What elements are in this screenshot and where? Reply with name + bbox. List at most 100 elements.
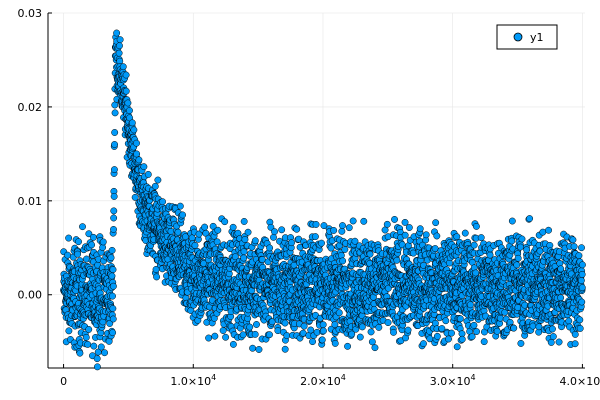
data-point xyxy=(111,141,119,148)
data-point xyxy=(110,214,118,222)
data-point xyxy=(318,336,326,344)
data-point xyxy=(576,316,584,324)
data-point xyxy=(159,198,167,206)
data-point xyxy=(239,331,247,339)
y-axis-ticks: 0.00 0.01 0.02 0.03 xyxy=(18,7,52,302)
data-point xyxy=(339,222,346,230)
data-point xyxy=(65,234,73,242)
data-point xyxy=(393,256,401,264)
data-point xyxy=(110,192,118,200)
data-point xyxy=(390,328,397,336)
data-point xyxy=(575,252,583,260)
data-point xyxy=(240,254,248,262)
data-point xyxy=(517,339,525,347)
data-point xyxy=(281,345,289,353)
data-point xyxy=(270,233,277,241)
data-point xyxy=(330,226,338,234)
y-tick-label-2: 0.02 xyxy=(18,101,43,114)
data-point xyxy=(293,225,301,233)
data-point xyxy=(99,238,107,246)
x-tick-label-0: 0 xyxy=(60,375,67,388)
data-point xyxy=(401,231,409,239)
data-point xyxy=(448,329,455,337)
data-point xyxy=(124,99,132,107)
data-point xyxy=(432,219,440,227)
data-point xyxy=(84,340,92,348)
data-point xyxy=(416,225,424,233)
data-point xyxy=(312,221,320,228)
data-point xyxy=(571,340,579,348)
data-point xyxy=(366,250,374,258)
data-point xyxy=(547,338,555,346)
data-point xyxy=(375,323,383,331)
data-point xyxy=(249,344,257,352)
data-point xyxy=(79,223,86,231)
data-point xyxy=(300,322,308,330)
data-point xyxy=(281,319,289,327)
data-point xyxy=(309,338,316,346)
data-point xyxy=(221,218,229,226)
data-point xyxy=(108,246,116,254)
y-tick-label-0: 0.00 xyxy=(18,289,43,302)
data-point xyxy=(246,323,254,331)
data-point xyxy=(514,254,522,262)
data-point xyxy=(360,217,368,225)
data-point xyxy=(65,327,73,335)
data-point xyxy=(85,230,93,238)
data-point xyxy=(82,333,90,341)
data-point xyxy=(384,319,392,327)
data-point xyxy=(85,326,93,333)
data-point xyxy=(344,342,352,350)
data-point xyxy=(151,182,159,190)
data-point xyxy=(214,226,222,234)
data-point xyxy=(205,334,213,342)
data-point xyxy=(565,317,573,325)
data-point xyxy=(470,241,478,249)
data-point xyxy=(445,335,452,343)
data-point xyxy=(271,228,278,236)
data-point xyxy=(433,232,441,240)
data-point xyxy=(480,338,488,346)
data-point xyxy=(570,243,578,250)
data-point xyxy=(539,228,547,236)
data-point xyxy=(493,327,501,335)
data-point xyxy=(108,272,116,280)
data-point xyxy=(472,222,480,230)
data-point xyxy=(89,233,97,241)
data-point xyxy=(473,328,480,336)
data-point xyxy=(116,42,123,50)
data-point xyxy=(367,328,375,336)
data-point xyxy=(358,323,366,331)
data-point xyxy=(211,332,219,340)
y-tick-label-1: 0.01 xyxy=(18,195,43,208)
data-point xyxy=(466,301,474,309)
data-point xyxy=(76,349,84,357)
data-point xyxy=(90,342,98,350)
data-point xyxy=(545,226,552,234)
data-point xyxy=(472,269,480,277)
data-point xyxy=(468,333,476,341)
data-point xyxy=(569,236,577,244)
data-point xyxy=(101,349,109,357)
data-point xyxy=(477,234,485,242)
data-point xyxy=(453,233,461,241)
data-point xyxy=(356,333,364,341)
data-point xyxy=(555,338,563,346)
data-point xyxy=(576,325,584,332)
data-point xyxy=(255,346,263,353)
data-point xyxy=(219,327,227,334)
data-point xyxy=(327,244,335,252)
data-point xyxy=(122,71,130,79)
data-point xyxy=(431,245,439,252)
data-point xyxy=(266,331,273,339)
data-point xyxy=(578,261,586,269)
data-point xyxy=(578,244,585,252)
data-point xyxy=(518,235,526,243)
data-point xyxy=(229,340,237,348)
data-point xyxy=(516,243,524,251)
data-point xyxy=(549,333,557,340)
data-point xyxy=(126,107,133,115)
data-point xyxy=(107,254,115,262)
data-point xyxy=(283,332,291,340)
